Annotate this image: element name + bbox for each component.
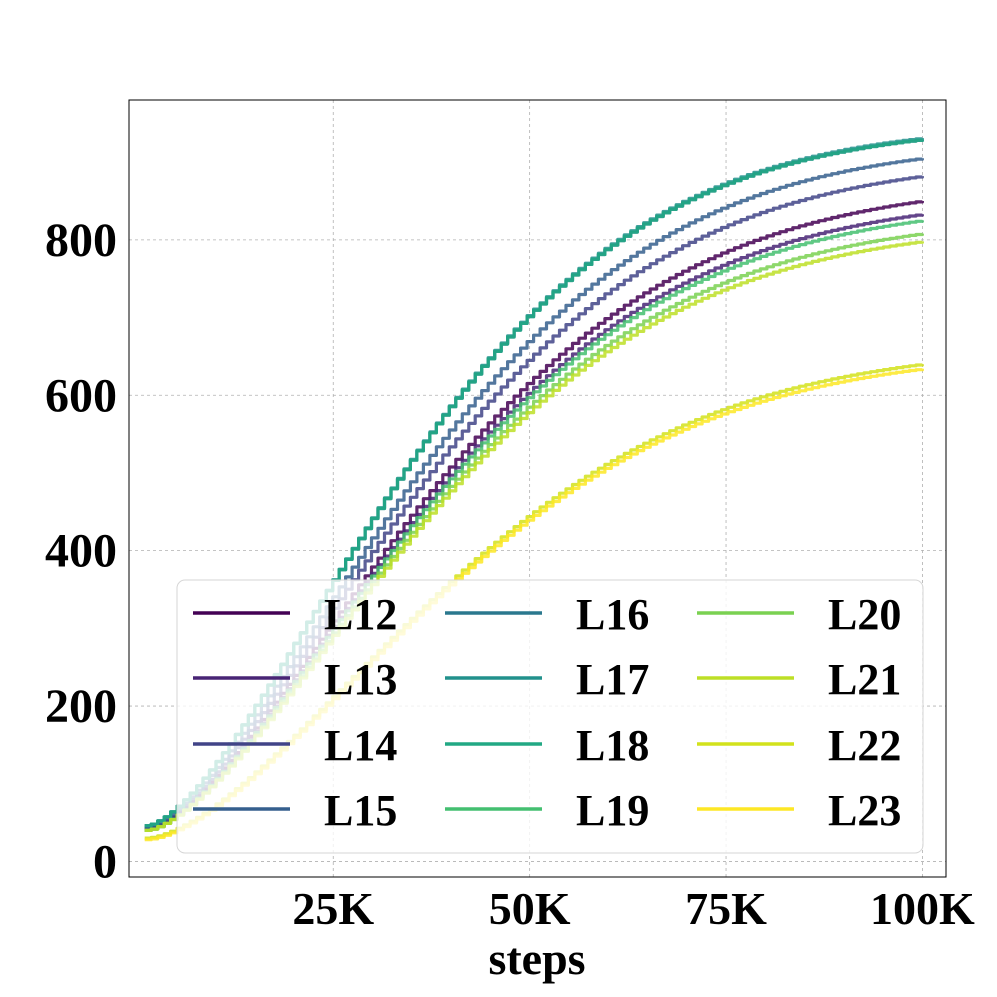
x-axis-title: steps: [488, 933, 585, 984]
y-tick-label: 600: [45, 369, 117, 422]
x-tick-label: 25K: [292, 883, 374, 934]
plot-frame: [128, 99, 947, 878]
legend-label-l22: L22: [828, 721, 901, 770]
x-tick-label: 50K: [489, 883, 571, 934]
legend-label-l23: L23: [828, 786, 901, 835]
legend-label-l21: L21: [828, 655, 901, 704]
legend-label-l14: L14: [324, 721, 397, 770]
legend-label-l20: L20: [828, 590, 901, 639]
y-tick-label: 200: [45, 680, 117, 733]
y-tick-label: 400: [45, 525, 117, 578]
legend: L12 L13 L14 L15 L16 L17 L18 L19 L20 L21 L22 L23: [176, 579, 924, 854]
tick-labels: 25K 50K 75K 100K 0 200 400 600 800: [45, 214, 975, 934]
x-tick-label: 100K: [870, 883, 975, 934]
legend-label-l13: L13: [324, 655, 397, 704]
legend-label-l12: L12: [324, 590, 397, 639]
legend-label-l19: L19: [576, 786, 649, 835]
legend-label-l15: L15: [324, 786, 397, 835]
y-tick-label: 0: [93, 835, 117, 888]
legend-box: [176, 579, 924, 854]
y-tick-label: 800: [45, 214, 117, 267]
x-tick-label: 75K: [685, 883, 767, 934]
legend-label-l17: L17: [576, 655, 649, 704]
legend-label-l18: L18: [576, 721, 649, 770]
legend-label-l16: L16: [576, 590, 649, 639]
